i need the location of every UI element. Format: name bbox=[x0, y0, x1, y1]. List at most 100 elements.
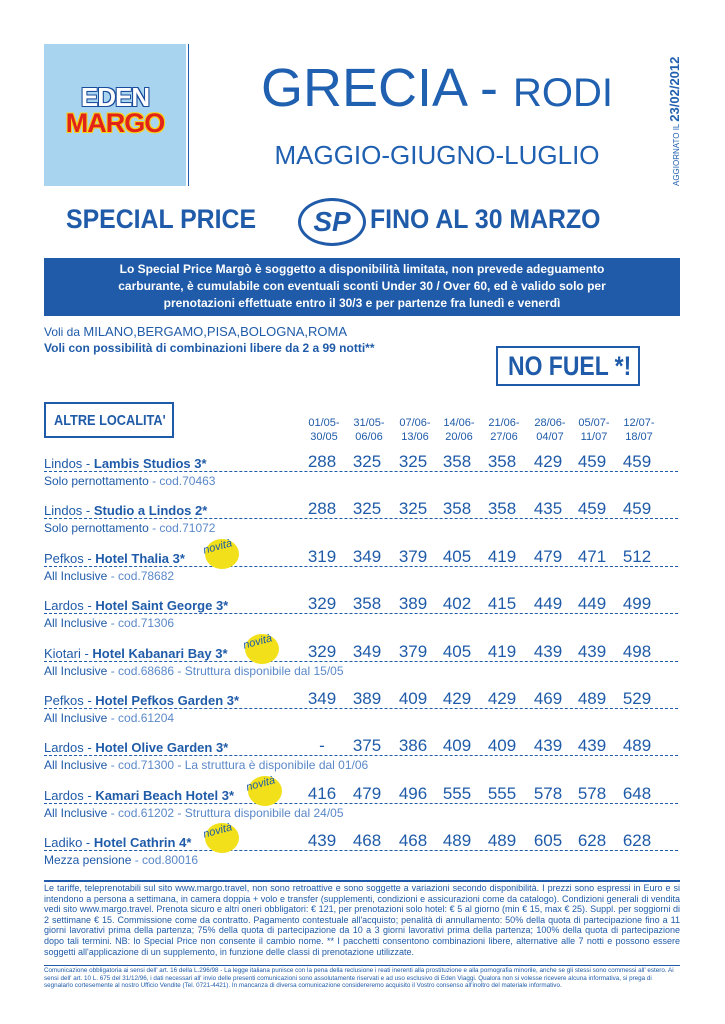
price-cell: 409 bbox=[398, 689, 428, 708]
row-leader bbox=[44, 755, 678, 757]
flights-origin: Voli da MILANO,BERGAMO,PISA,BOLOGNA,ROMA bbox=[44, 324, 347, 339]
price-cell: 405 bbox=[442, 546, 472, 566]
hotel-board: All Inclusive - cod.78682 bbox=[44, 569, 174, 583]
hotel-title: Hotel Saint George 3* bbox=[95, 598, 229, 614]
hotel-code: - cod.80016 bbox=[131, 853, 199, 868]
novita-badge: novità bbox=[201, 821, 239, 854]
flights-prefix: Voli da bbox=[44, 325, 84, 339]
novita-text: novità bbox=[201, 821, 234, 841]
period-from: 01/05- bbox=[308, 417, 340, 429]
price-cell: 468 bbox=[398, 831, 428, 851]
price-cell: 459 bbox=[622, 499, 652, 519]
hotel-name: Lardos - Kamari Beach Hotel 3* bbox=[44, 788, 234, 803]
period-header: 07/06- 13/06 bbox=[395, 416, 435, 444]
logo-eden-text: EDEN bbox=[80, 82, 150, 112]
update-label: AGGIORNATO IL bbox=[672, 121, 681, 186]
price-cell: 459 bbox=[622, 452, 652, 471]
sp-badge-text: SP bbox=[313, 206, 351, 237]
price-cell: 429 bbox=[487, 689, 517, 708]
period-from: 05/07- bbox=[578, 417, 610, 429]
no-fuel-badge: NO FUEL *! bbox=[496, 346, 640, 386]
period-to: 11/07 bbox=[580, 431, 608, 443]
special-price-heading: SPECIAL PRICE SP FINO AL 30 MARZO bbox=[44, 198, 674, 248]
price-cell: 512 bbox=[622, 546, 652, 566]
period-header: 05/07- 11/07 bbox=[574, 416, 614, 444]
price-cell: 498 bbox=[622, 641, 652, 661]
row-leader bbox=[44, 613, 678, 615]
period-header: 28/06- 04/07 bbox=[530, 416, 570, 444]
board-type: All Inclusive bbox=[44, 805, 108, 820]
altre-localita-label: ALTRE LOCALITA' bbox=[54, 412, 166, 429]
hotel-place: Pefkos - bbox=[44, 693, 96, 708]
novita-badge: novità bbox=[245, 774, 282, 806]
price-cell: 429 bbox=[533, 452, 563, 471]
hotel-board: All Inclusive - cod.71300 - La struttura… bbox=[44, 758, 368, 772]
legal-divider bbox=[44, 965, 680, 966]
price-cell: 555 bbox=[487, 783, 517, 803]
board-type: All Inclusive bbox=[44, 711, 108, 725]
price-cell: 288 bbox=[307, 452, 337, 471]
price-cell: 419 bbox=[487, 546, 517, 566]
price-cell: 529 bbox=[622, 689, 652, 708]
price-cell: 358 bbox=[487, 452, 517, 471]
price-cell: 409 bbox=[442, 736, 472, 756]
board-type: Mezza pensione bbox=[44, 853, 132, 868]
hotel-code: - cod.70463 bbox=[148, 474, 216, 488]
row-leader bbox=[44, 708, 678, 709]
price-cell: 479 bbox=[533, 546, 563, 566]
price-cell: 389 bbox=[352, 689, 382, 708]
price-cell: 648 bbox=[622, 783, 652, 803]
update-stamp: AGGIORNATO IL 23/02/2012 bbox=[667, 57, 682, 186]
hotel-board: All Inclusive - cod.68686 - Struttura di… bbox=[44, 664, 344, 678]
period-header: 12/07- 18/07 bbox=[619, 416, 659, 444]
price-cell: 496 bbox=[398, 783, 428, 803]
row-leader bbox=[44, 565, 678, 567]
period-from: 28/06- bbox=[534, 417, 566, 429]
hotel-name: Lardos - Hotel Olive Garden 3* bbox=[44, 740, 228, 755]
period-to: 13/06 bbox=[401, 431, 429, 443]
period-to: 06/06 bbox=[355, 431, 383, 443]
months-subtitle: MAGGIO-GIUGNO-LUGLIO bbox=[274, 140, 600, 170]
price-cell: 555 bbox=[442, 783, 472, 803]
hotel-place: Pefkos - bbox=[44, 550, 96, 566]
price-cell: 499 bbox=[622, 594, 652, 614]
price-cell: 419 bbox=[487, 641, 517, 661]
board-type: All Inclusive bbox=[44, 663, 108, 678]
price-cell: 605 bbox=[533, 831, 563, 851]
period-to: 18/07 bbox=[625, 431, 653, 443]
hotel-board: Solo pernottamento - cod.71072 bbox=[44, 521, 215, 535]
footer-divider bbox=[44, 880, 680, 882]
flights-cities: MILANO,BERGAMO,PISA,BOLOGNA,ROMA bbox=[83, 324, 348, 339]
banner-line-2: carburante, è cumulabile con eventuali s… bbox=[118, 279, 606, 293]
period-to: 04/07 bbox=[536, 431, 564, 443]
hotel-title: Hotel Olive Garden 3* bbox=[95, 740, 229, 756]
price-cell: 449 bbox=[533, 594, 563, 614]
hotel-name: Lindos - Lambis Studios 3* bbox=[44, 456, 207, 471]
hotel-title: Lambis Studios 3* bbox=[93, 456, 207, 471]
novita-badge: novità bbox=[242, 632, 279, 664]
terms-text: Le tariffe, teleprenotabili sul sito www… bbox=[44, 883, 680, 957]
period-to: 27/06 bbox=[490, 431, 518, 443]
period-to: 30/05 bbox=[310, 431, 338, 443]
price-cell: 325 bbox=[352, 452, 382, 471]
hotel-title: Kamari Beach Hotel 3* bbox=[95, 787, 235, 803]
price-cell: 325 bbox=[398, 499, 428, 519]
period-header: 14/06- 20/06 bbox=[439, 416, 479, 444]
hotel-code: - cod.68686 - Struttura disponibile dal … bbox=[107, 663, 344, 678]
board-type: Solo pernottamento bbox=[44, 521, 149, 536]
hotel-place: Lardos - bbox=[44, 787, 96, 803]
novita-badge: novità bbox=[202, 537, 239, 569]
banner-line-3: prenotazioni effettuate entro il 30/3 e … bbox=[163, 296, 561, 310]
hotel-code: - cod.78682 bbox=[107, 568, 175, 583]
price-cell: 349 bbox=[352, 641, 382, 661]
price-cell: 578 bbox=[577, 783, 607, 803]
logo: EDEN MARGO bbox=[44, 44, 186, 186]
price-cell: 439 bbox=[533, 641, 563, 661]
price-cell: 389 bbox=[398, 594, 428, 614]
special-price-label: SPECIAL PRICE bbox=[66, 204, 257, 234]
hotel-code: - cod.71300 - La struttura è disponibile… bbox=[107, 758, 369, 773]
price-cell: 358 bbox=[442, 452, 472, 471]
no-fuel-text: NO FUEL *! bbox=[508, 351, 632, 381]
price-cell: 319 bbox=[307, 546, 337, 566]
price-cell: 628 bbox=[577, 831, 607, 851]
